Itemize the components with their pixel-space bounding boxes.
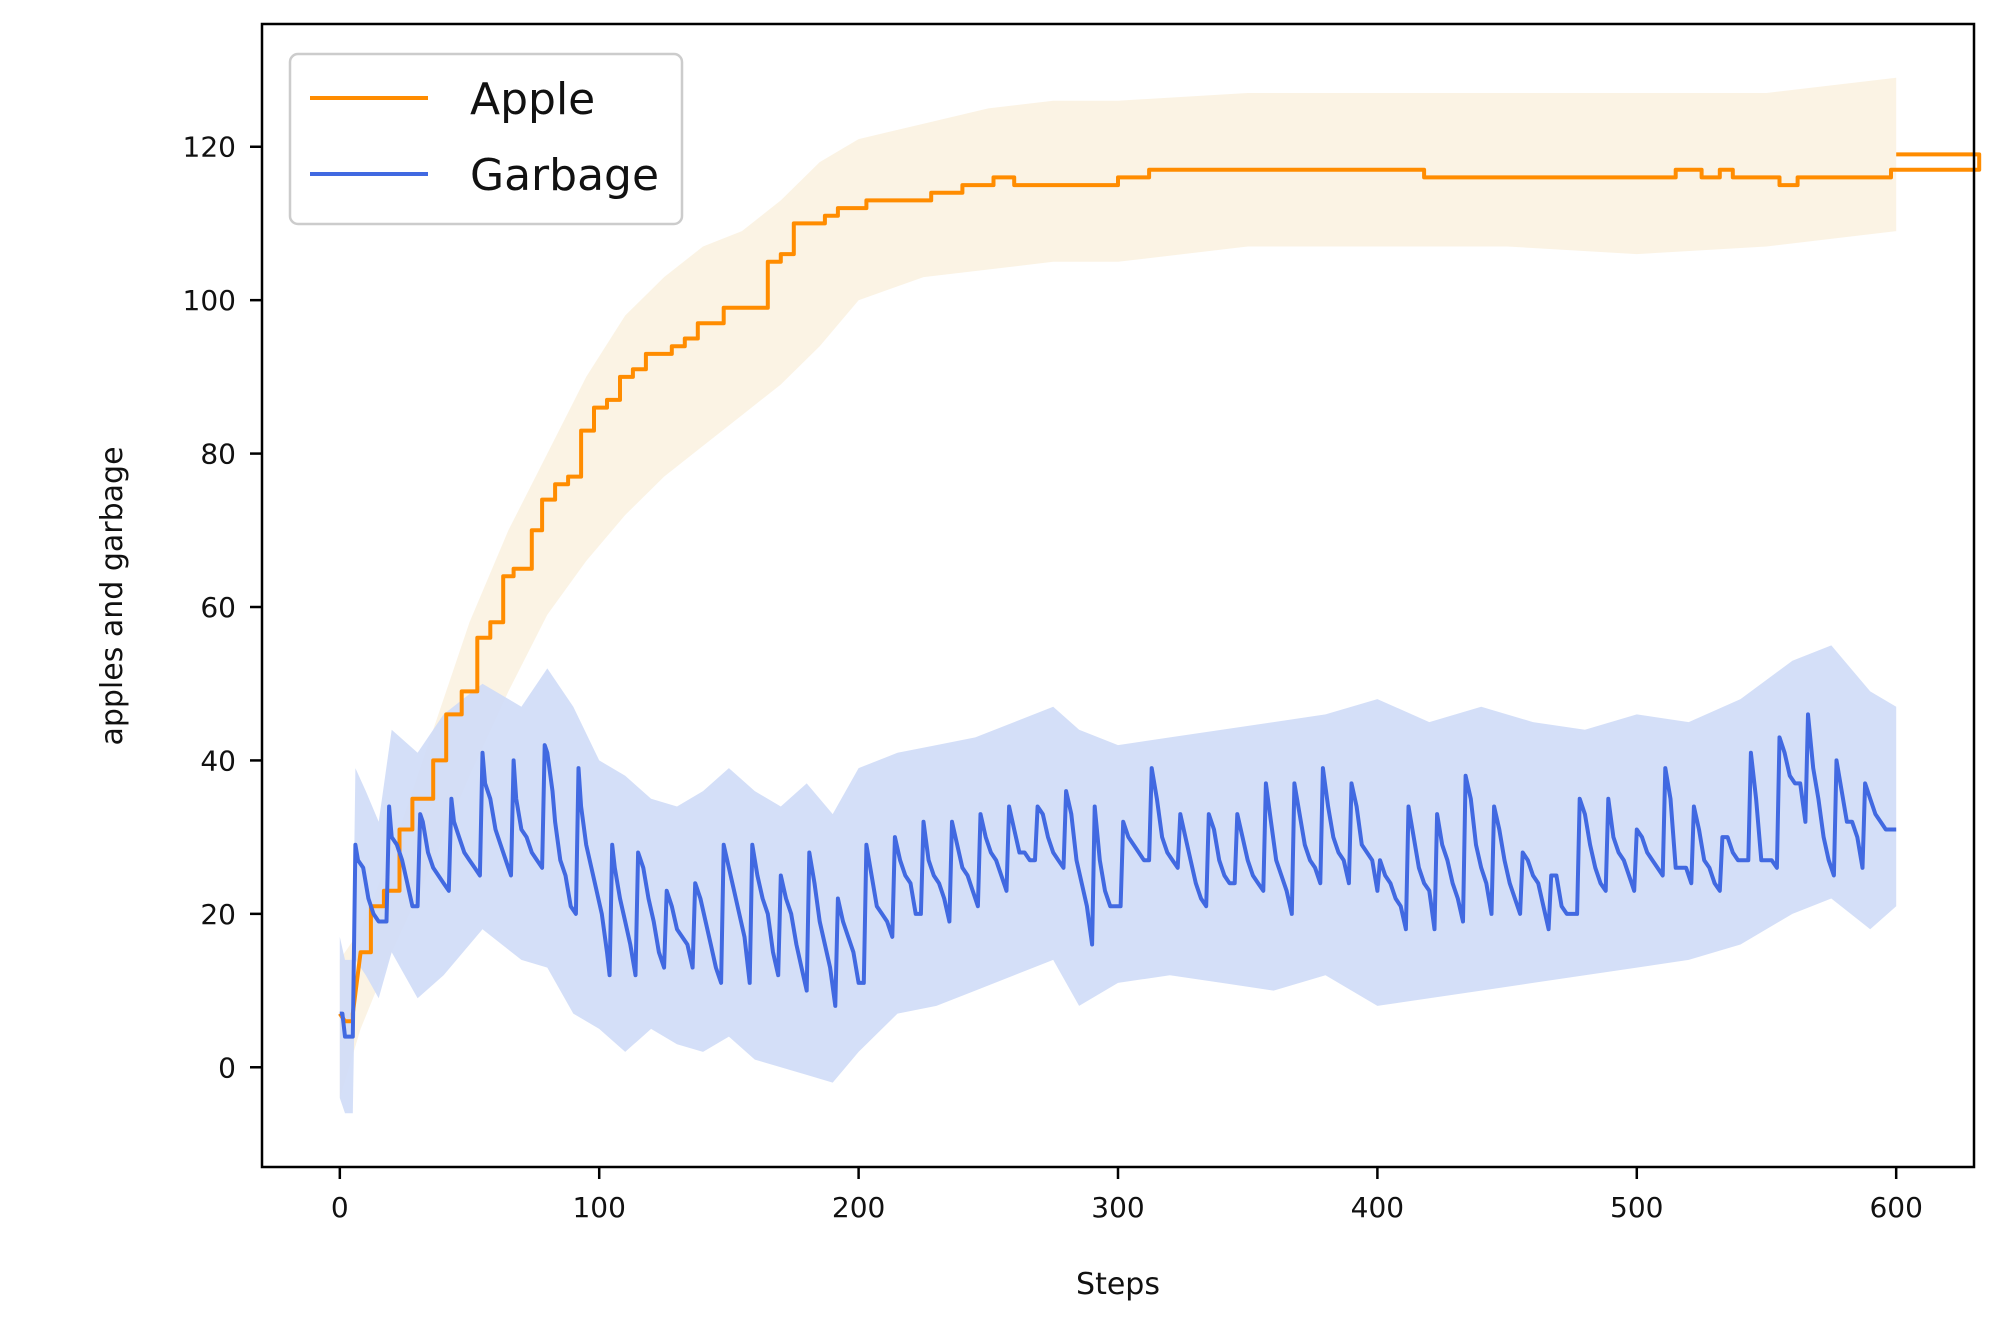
x-tick-label: 200 [832, 1191, 885, 1224]
y-tick-label: 80 [200, 438, 236, 471]
garbage-confidence-band [339, 645, 1897, 1114]
series-lines [338, 152, 1982, 1039]
y-tick-label: 40 [200, 744, 236, 777]
legend-label-apple: Apple [470, 74, 595, 125]
x-tick-label: 500 [1610, 1191, 1663, 1224]
x-axis-label: Steps [1076, 1267, 1160, 1302]
y-axis-label: apples and garbage [95, 446, 130, 745]
x-tick-label: 600 [1869, 1191, 1922, 1224]
x-tick-label: 0 [331, 1191, 349, 1224]
x-tick-label: 100 [572, 1191, 625, 1224]
x-axis-ticks: 0 100 200 300 400 500 600 [331, 1167, 1923, 1224]
confidence-bands [339, 77, 1897, 1114]
legend: Apple Garbage [288, 52, 684, 226]
apple-confidence-band [339, 77, 1897, 1098]
y-tick-label: 120 [183, 131, 236, 164]
x-tick-label: 300 [1091, 1191, 1144, 1224]
apple-series-line [338, 152, 1982, 1024]
y-tick-label: 100 [183, 284, 236, 317]
y-tick-label: 0 [218, 1051, 236, 1084]
y-axis-ticks: 0 20 40 60 80 100 120 [183, 131, 262, 1084]
x-tick-label: 400 [1351, 1191, 1404, 1224]
garbage-series-line [339, 712, 1897, 1039]
y-tick-label: 60 [200, 591, 236, 624]
legend-label-garbage: Garbage [470, 150, 659, 201]
y-tick-label: 20 [200, 898, 236, 931]
